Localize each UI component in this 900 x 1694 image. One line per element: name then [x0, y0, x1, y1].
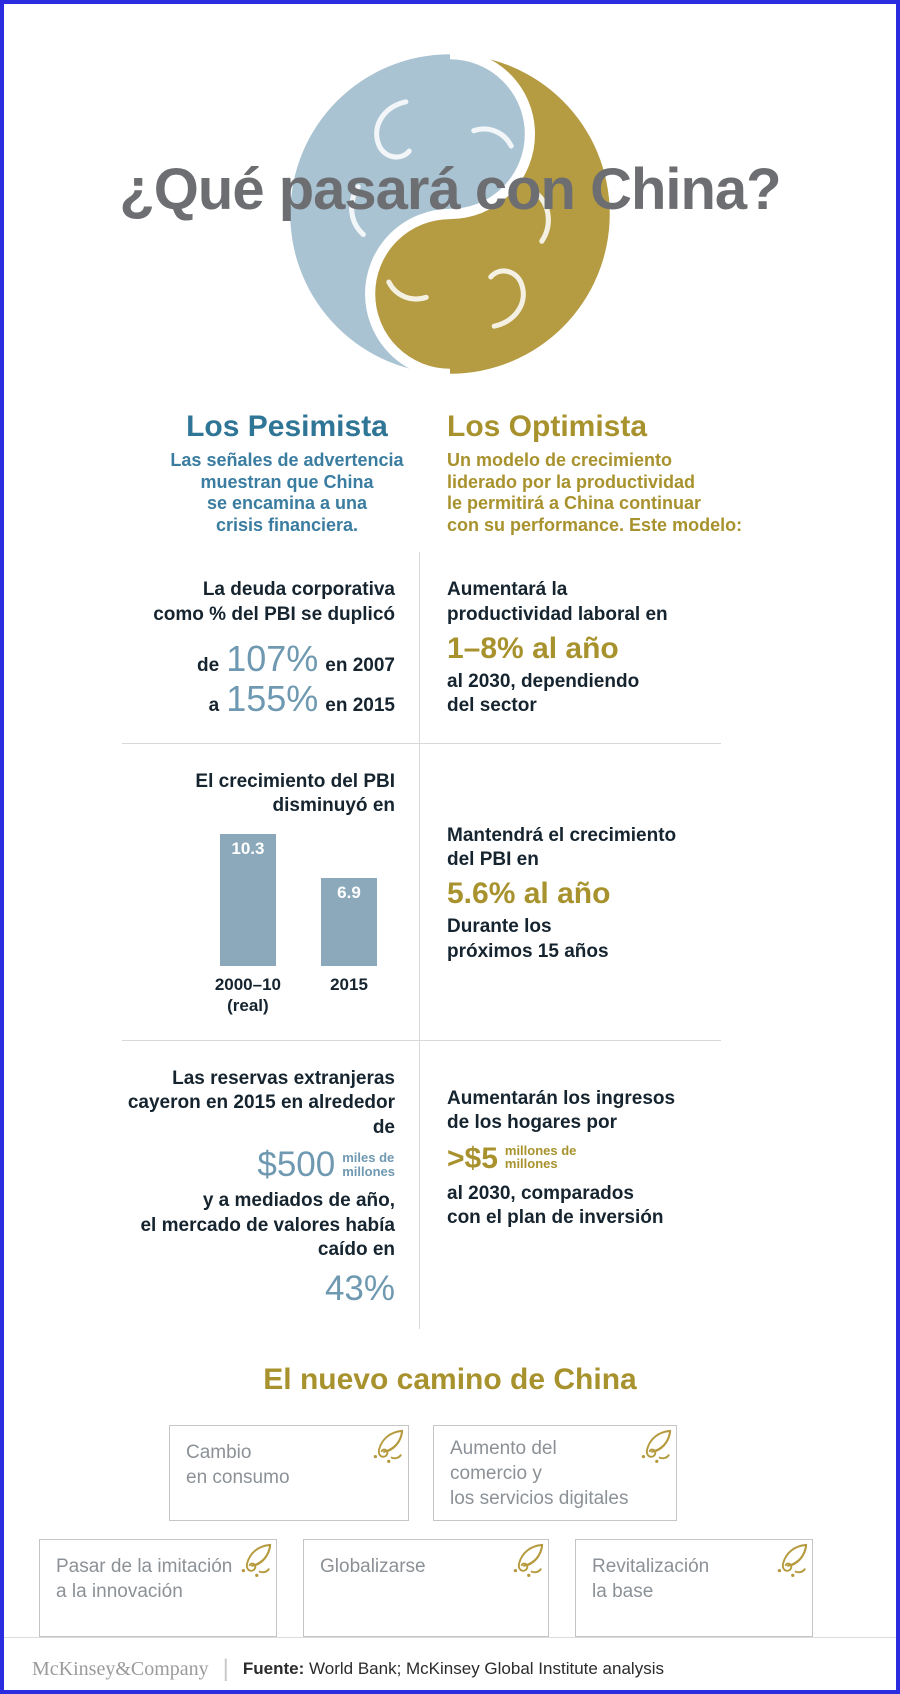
bar-column: 6.9 2015 — [321, 834, 377, 1016]
source-text: World Bank; McKinsey Global Institute an… — [309, 1659, 664, 1679]
bar-value-label: 6.9 — [337, 883, 361, 903]
corner-flourish-icon — [641, 1430, 672, 1464]
debt-2007-value: 107% — [226, 638, 319, 679]
bar: 10.3 — [219, 834, 276, 967]
blue-dragon-half — [290, 54, 530, 374]
path-box-revitalizacion: Revitalización la base — [575, 1539, 813, 1638]
pessimist-header-block: Los Pesimista Las señales de advertencia… — [4, 410, 420, 536]
corner-flourish-icon — [513, 1544, 544, 1578]
corner-flourish-icon — [373, 1430, 404, 1464]
gdp-decline-cell: El crecimiento del PBI disminuyó en 10.3… — [122, 742, 420, 1041]
stat-suffix: en 2015 — [325, 695, 395, 716]
footer-content: McKinsey&Company | Fuente: World Bank; M… — [4, 1638, 896, 1690]
optimist-header-block: Los Optimista Un modelo de crecimiento l… — [420, 410, 896, 536]
reserves-cell: Las reservas extranjeras cayeron en 2015… — [122, 1040, 420, 1330]
reserves-heading: Las reservas extranjeras cayeron en 2015… — [127, 1068, 395, 1138]
income-unit: millones de millones — [504, 1142, 577, 1172]
footer: McKinsey&Company | Fuente: World Bank; M… — [4, 1637, 896, 1690]
income-value: >$5 — [447, 1142, 498, 1176]
reserves-unit: miles de millones — [342, 1149, 395, 1179]
footer-divider — [4, 1637, 896, 1639]
reserves-stat: $500 miles de millones — [257, 1144, 395, 1184]
bar: 6.9 — [321, 878, 377, 967]
gold-dragon-half — [370, 54, 610, 374]
productivity-heading: Aumentará la productividad laboral en — [447, 579, 668, 625]
hero-section: ¿Qué pasará con China? — [4, 4, 896, 402]
mckinsey-logo: McKinsey&Company — [32, 1657, 209, 1680]
stock-market-text: y a mediados de año, el mercado de valor… — [140, 1190, 395, 1260]
productivity-note: al 2030, dependiendo del sector — [447, 671, 640, 717]
dragon-yin-yang-illustration — [290, 49, 610, 379]
gdp-growth-cell: Mantendrá el crecimiento del PBI en 5.6%… — [420, 742, 721, 1040]
path-box-label: Revitalización la base — [592, 1556, 710, 1603]
gdp-growth-note: Durante los próximos 15 años — [447, 916, 609, 962]
path-box-consumo: Cambio en consumo — [169, 1425, 409, 1522]
debt-2015-stat: a 155% en 2015 — [122, 681, 395, 717]
page-title: ¿Qué pasará con China? — [119, 157, 781, 222]
debt-2015-value: 155% — [226, 678, 319, 719]
productivity-cell: Aumentará la productividad laboral en 1–… — [420, 552, 721, 742]
optimist-header: Los Optimista — [447, 410, 648, 443]
pbi-bar-chart: 10.3 2000–10 (real) 6.9 2015 — [215, 834, 377, 1016]
path-box-label: Pasar de la imitación a la innovación — [56, 1556, 233, 1603]
path-box-label: Aumento del comercio y los servicios dig… — [450, 1438, 629, 1509]
bar-category-label: 2015 — [330, 975, 368, 995]
gdp-decline-heading: El crecimiento del PBI disminuyó en — [195, 770, 395, 816]
path-box-row-2: Pasar de la imitación a la innovación Gl… — [39, 1539, 896, 1638]
path-box-innovacion: Pasar de la imitación a la innovación — [39, 1539, 277, 1638]
income-note: al 2030, comparados con el plan de inver… — [447, 1182, 664, 1229]
path-box-globalizarse: Globalizarse — [303, 1539, 549, 1638]
pessimist-subtitle: Las señales de advertencia muestran que … — [170, 450, 404, 535]
income-heading: Aumentarán los ingresos de los hogares p… — [447, 1088, 676, 1134]
income-stat: >$5 millones de millones — [447, 1142, 577, 1176]
corner-flourish-icon — [777, 1544, 808, 1578]
stat-prefix: a — [208, 695, 220, 716]
optimist-subtitle: Un modelo de crecimiento liderado por la… — [447, 450, 743, 535]
corporate-debt-cell: La deuda corporativa como % del PBI se d… — [122, 552, 420, 743]
stat-suffix: en 2007 — [325, 655, 395, 676]
corporate-debt-heading: La deuda corporativa como % del PBI se d… — [153, 579, 395, 625]
footer-separator: | — [222, 1655, 229, 1683]
path-box-label: Globalizarse — [320, 1556, 426, 1578]
stock-drop-value: 43% — [324, 1269, 395, 1309]
row-gdp: El crecimiento del PBI disminuyó en 10.3… — [4, 742, 896, 1041]
reserves-value: $500 — [257, 1144, 336, 1184]
household-income-cell: Aumentarán los ingresos de los hogares p… — [420, 1040, 721, 1329]
bar-category-label: 2000–10 (real) — [214, 975, 281, 1015]
source-line: Fuente: World Bank; McKinsey Global Inst… — [243, 1659, 664, 1679]
bar-value-label: 10.3 — [231, 839, 265, 859]
path-box-label: Cambio en consumo — [186, 1442, 290, 1489]
gdp-growth-heading: Mantendrá el crecimiento del PBI en — [447, 824, 677, 870]
column-headers: Los Pesimista Las señales de advertencia… — [4, 402, 896, 552]
stat-prefix: de — [197, 655, 220, 676]
bar-column: 10.3 2000–10 (real) — [215, 834, 281, 1016]
row-debt-vs-productivity: La deuda corporativa como % del PBI se d… — [4, 552, 896, 743]
row-reserves-vs-income: Las reservas extranjeras cayeron en 2015… — [4, 1040, 896, 1330]
gdp-growth-value: 5.6% al año — [447, 877, 611, 911]
comparison-section: Los Pesimista Las señales de advertencia… — [4, 402, 896, 1330]
new-path-section: El nuevo camino de China Cambio en consu… — [4, 1329, 896, 1638]
debt-2007-stat: de 107% en 2007 — [122, 641, 395, 677]
corner-flourish-icon — [241, 1544, 272, 1578]
path-box-row-1: Cambio en consumo Aumento del comercio y… — [169, 1425, 896, 1522]
new-path-heading: El nuevo camino de China — [263, 1363, 637, 1397]
source-label: Fuente: — [242, 1659, 305, 1679]
path-box-comercio-digital: Aumento del comercio y los servicios dig… — [433, 1425, 677, 1522]
pessimist-header: Los Pesimista — [186, 410, 388, 443]
productivity-value: 1–8% al año — [447, 632, 619, 665]
